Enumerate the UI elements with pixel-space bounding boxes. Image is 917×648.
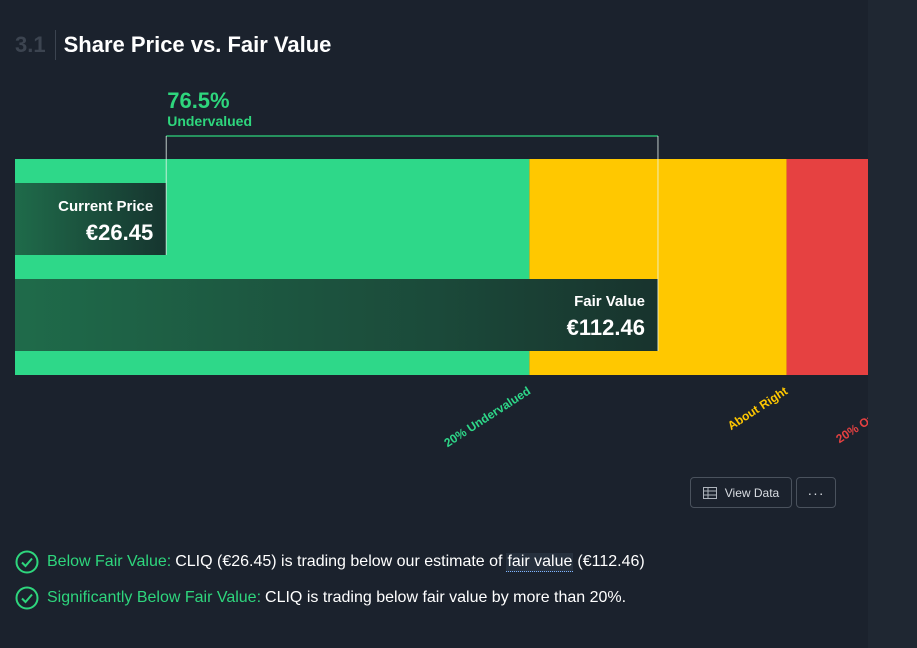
fair-value-label: Fair Value [574,293,645,310]
check-text: CLIQ is trading below fair value by more… [265,589,627,606]
right-panel-strip [868,0,917,648]
fair-value-value: €112.46 [567,315,645,340]
check-text: CLIQ (€26.45) is trading below our estim… [175,553,503,570]
current-price-value: €26.45 [86,220,153,245]
fair-value-link[interactable]: fair value [506,552,574,572]
check-circle-icon [15,586,39,610]
check-item: Significantly Below Fair Value: CLIQ is … [15,585,626,611]
table-icon [702,486,717,499]
current-price-label: Current Price [58,198,153,215]
check-text-after: (€112.46) [577,553,645,570]
zone-label: 20% Undervalued [441,384,533,450]
check-item: Below Fair Value: CLIQ (€26.45) is tradi… [15,549,645,575]
view-data-button[interactable]: View Data [690,477,792,508]
discount-percent: 76.5% [167,88,229,113]
more-icon: ··· [807,484,825,501]
zone-band [786,159,868,375]
check-title: Significantly Below Fair Value: [47,589,262,606]
share-price-vs-fair-value-chart: Current Price €26.45 Fair Value €112.46 20%… [15,88,868,450]
check-title: Below Fair Value: [47,553,172,570]
section-header: 3.1 Share Price vs. Fair Value [15,30,331,60]
current-price-bar [15,183,167,255]
zone-label: 20% Overvalued [833,384,868,446]
check-circle-icon [15,550,39,574]
more-options-button[interactable]: ··· [796,477,836,508]
zone-label: About Right [725,384,790,433]
view-data-label: View Data [724,485,780,500]
fair-value-bar [15,279,658,351]
discount-label: Undervalued [167,113,252,129]
section-number: 3.1 [15,30,56,60]
section-title: Share Price vs. Fair Value [63,32,332,57]
